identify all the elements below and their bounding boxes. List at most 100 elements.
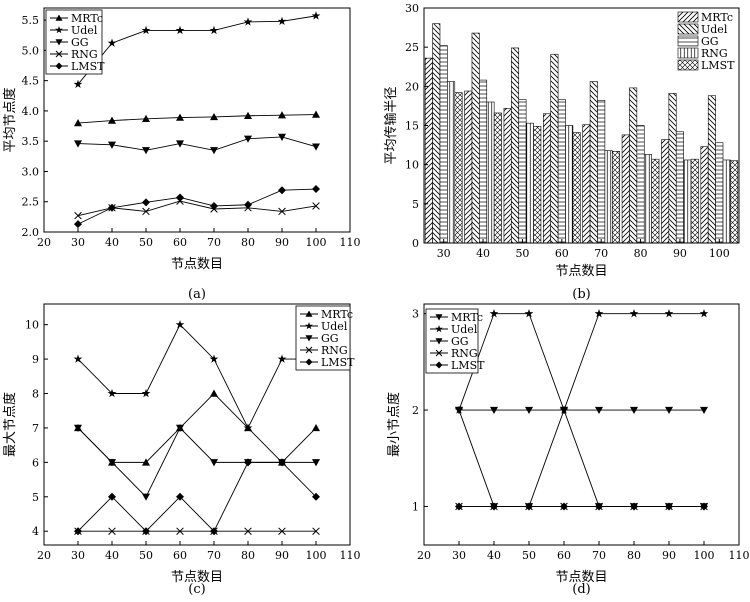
series-gg (455, 406, 708, 511)
data-point (560, 406, 568, 415)
data-point (312, 185, 320, 194)
legend-label: RNG (701, 47, 728, 60)
data-point (108, 492, 116, 501)
x-tick-label: 40 (105, 549, 119, 562)
legend-label: RNG (71, 48, 98, 61)
chart-panel-d: 20 30 40 50 60 70 80 90 100 110 1 2 3 节点数目 最小节点度 (d) MRT… (386, 303, 750, 597)
legend-label: GG (701, 35, 719, 48)
x-axis-label: 节点数目 (171, 257, 223, 272)
legend-swatch (677, 59, 699, 71)
data-point (525, 406, 533, 415)
x-tick-label: 30 (71, 236, 85, 249)
bar (611, 151, 620, 244)
bar (643, 154, 652, 244)
series-lmst (455, 502, 708, 511)
legend-label: LMST (701, 59, 735, 72)
data-point (278, 111, 286, 119)
data-point (74, 119, 82, 127)
legend-swatch (677, 23, 699, 35)
data-point (312, 527, 320, 535)
y-axis-label: 平均节点度 (2, 87, 18, 152)
data-point (74, 424, 82, 432)
data-point (699, 309, 709, 318)
data-point (141, 25, 151, 35)
bar (486, 101, 495, 244)
data-point (176, 527, 184, 535)
bar (722, 159, 731, 244)
y-tick-label: 30 (405, 2, 419, 15)
bar (518, 99, 527, 244)
series-line (77, 392, 317, 464)
data-point (700, 406, 708, 415)
data-point (244, 527, 252, 535)
bar (636, 125, 645, 244)
legend-label: LMST (321, 356, 355, 369)
x-tick-label: 60 (557, 549, 571, 562)
legend-marker (435, 349, 443, 357)
y-tick-label: 5.0 (22, 44, 40, 57)
data-point (209, 354, 219, 363)
bar (661, 139, 670, 244)
data-point (107, 38, 117, 47)
data-point (142, 147, 150, 155)
data-point (312, 492, 320, 501)
x-tick-label: 80 (241, 549, 255, 562)
y-tick-label: 2.5 (22, 196, 40, 209)
x-tick-label: 40 (105, 236, 119, 249)
x-tick-label: 20 (37, 549, 51, 562)
x-tick-label: 50 (139, 236, 153, 249)
legend-marker (55, 62, 63, 70)
data-point (142, 458, 150, 466)
data-point (312, 423, 320, 432)
data-point (210, 201, 218, 210)
legend-marker (305, 358, 313, 366)
bar (668, 93, 677, 244)
series-line (458, 313, 704, 412)
x-tick-label: 70 (207, 549, 221, 562)
series-udel (454, 309, 709, 414)
data-point (490, 502, 498, 511)
y-tick-label: 2.0 (22, 226, 40, 239)
data-point (630, 502, 638, 511)
data-point (210, 389, 218, 397)
panel-caption: (c) (188, 582, 205, 597)
bar (675, 131, 684, 244)
data-point (524, 309, 534, 318)
legend-label: RNG (451, 347, 478, 360)
series-line (458, 408, 704, 507)
series-lmst (74, 185, 320, 229)
bar (700, 146, 709, 244)
legend-swatch (677, 11, 699, 23)
series-udel (73, 11, 321, 88)
data-point (108, 203, 116, 212)
series-line (77, 114, 317, 124)
series-line (77, 323, 316, 429)
x-axis-label: 节点数目 (555, 264, 607, 279)
data-point (176, 492, 184, 501)
data-point (142, 493, 150, 501)
data-point (107, 388, 117, 398)
x-tick-label: 90 (275, 236, 289, 249)
legend-marker (435, 314, 443, 321)
legend-label: MRTc (451, 311, 483, 324)
legend-label: GG (451, 335, 469, 348)
series-line (77, 200, 317, 217)
y-tick-label: 1 (412, 500, 419, 513)
plot-frame (43, 7, 351, 233)
y-tick-label: 8 (32, 388, 39, 401)
series-line (77, 136, 317, 151)
bar (597, 100, 606, 244)
x-axis-label: 节点数目 (171, 570, 223, 585)
series-rng (74, 527, 320, 535)
data-point (175, 25, 185, 35)
data-point (176, 424, 184, 432)
data-point (209, 25, 219, 35)
data-point (141, 388, 151, 398)
panel-caption: (a) (188, 287, 206, 302)
data-point (277, 354, 287, 363)
bar (525, 122, 534, 244)
x-tick-label: 40 (487, 549, 501, 562)
series-gg (439, 45, 724, 244)
bar (479, 79, 488, 244)
